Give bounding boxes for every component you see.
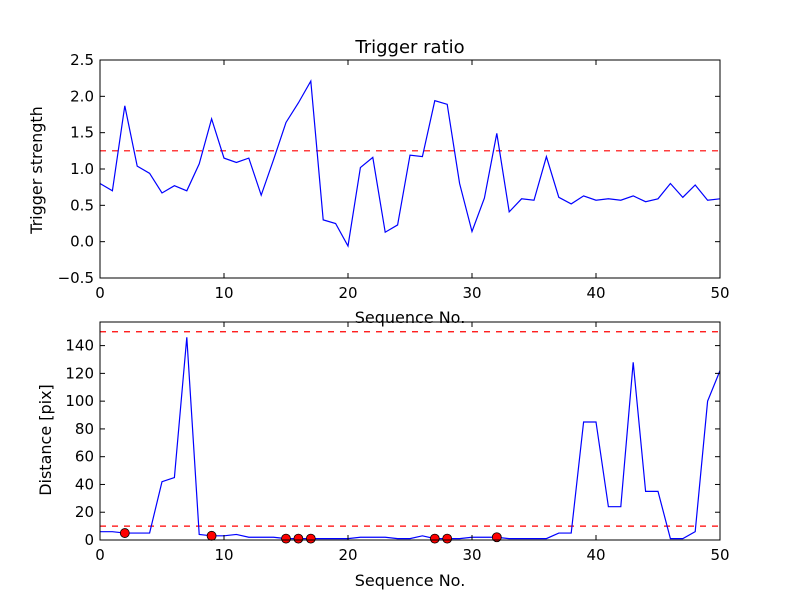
x-tick-label: 40: [586, 546, 605, 564]
trigger-ratio-chart: Trigger ratio Sequence No. Trigger stren…: [27, 37, 730, 327]
x-axis-label: Sequence No.: [355, 571, 466, 590]
x-axis-label: Sequence No.: [355, 308, 466, 327]
data-point: [491, 532, 502, 543]
y-tick-label: 2.0: [70, 87, 94, 105]
data-point: [442, 533, 453, 544]
y-tick-label: 80: [75, 420, 94, 438]
x-tick-label: 10: [214, 284, 233, 302]
y-tick-label: 0.5: [70, 196, 94, 214]
series-line: [99, 79, 721, 248]
x-tick-label: 0: [95, 284, 105, 302]
y-tick-label: 40: [75, 475, 94, 493]
chart-title: Trigger ratio: [354, 37, 464, 58]
x-tick-label: 30: [462, 284, 481, 302]
y-axis-label: Distance [pix]: [36, 384, 55, 496]
x-tick-label: 20: [338, 284, 357, 302]
data-point: [119, 528, 130, 538]
y-tick-label: 100: [65, 392, 94, 410]
plot-frame: [99, 321, 721, 541]
data-point: [281, 533, 291, 544]
x-tick-label: 40: [586, 284, 605, 302]
y-tick-label: 60: [75, 448, 94, 466]
y-tick-label: 0.0: [70, 233, 94, 251]
data-point: [305, 533, 316, 544]
x-tick-label: 10: [214, 546, 233, 564]
y-axis-label: Trigger strength: [27, 106, 46, 235]
y-tick-label: 20: [75, 503, 94, 521]
data-point: [293, 533, 304, 544]
data-point: [429, 533, 440, 544]
x-tick-label: 50: [710, 546, 729, 564]
series-line: [100, 337, 721, 540]
distance-chart: Sequence No. Distance [pix] 0 10 20 30 40 50 0…: [36, 321, 730, 590]
y-tick-label: 0: [84, 531, 94, 549]
x-tick-label: 0: [95, 546, 105, 564]
y-tick-label: 120: [65, 364, 94, 382]
y-tick-label: −0.5: [58, 269, 94, 287]
data-point: [206, 530, 217, 541]
y-tick-label: 1.0: [70, 160, 94, 178]
x-tick-label: 50: [710, 284, 729, 302]
y-tick-label: 1.5: [70, 124, 94, 142]
y-tick-label: 140: [65, 337, 94, 355]
x-tick-label: 30: [462, 546, 481, 564]
x-tick-label: 20: [338, 546, 357, 564]
y-tick-label: 2.5: [70, 51, 94, 69]
